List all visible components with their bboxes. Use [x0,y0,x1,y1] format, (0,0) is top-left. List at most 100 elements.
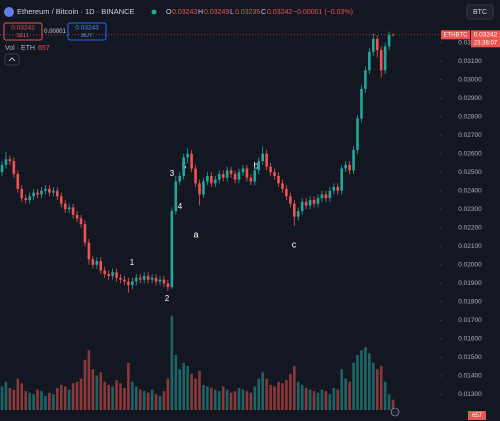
buy-button[interactable] [67,22,107,41]
candle-body [32,192,35,197]
collapse-button[interactable] [4,53,20,66]
candle-body [162,279,166,284]
y-tick-label: 0.01300 [458,391,482,398]
candle-body [194,168,197,184]
candle-body [40,190,43,195]
candle-body [206,175,209,182]
currency[interactable]: BTC [473,9,487,16]
volume-bar [178,369,182,410]
volume-bar [40,391,43,410]
volume-bar [344,378,347,410]
volume-bar [150,389,154,410]
volume-bar [107,384,110,410]
y-tick-label: 0.01600 [458,336,482,343]
candle-body [229,170,233,175]
volume-bar [123,388,126,410]
candle-body [95,261,99,265]
candle-body [210,175,213,184]
volume-bar [158,395,162,410]
y-tick-label: 0.01500 [458,354,482,361]
candle-body [253,170,257,182]
volume-bar [103,381,106,410]
y-tick-label: 0.03100 [458,58,482,65]
candle-body [107,274,110,276]
candle-body [99,261,103,271]
candle-body [91,259,95,265]
candle-body [71,207,75,215]
volume-bar [20,383,24,410]
candle-body [4,159,8,165]
price-tag-box [471,30,500,48]
candle-body [277,175,280,184]
volume-bar [135,386,138,410]
sell-button[interactable] [3,22,43,41]
sell-price[interactable]: 0.03242 [11,25,35,32]
annotation: a [193,229,198,239]
candle-body [150,277,154,280]
volume-bar [4,381,8,410]
buy-label[interactable]: BUY [81,33,93,39]
y-tick-label: 0.03000 [458,76,482,83]
volume-bar [24,391,27,410]
volume-bar [352,362,355,410]
y-tick-label: 0.03200 [458,39,482,46]
candle-body [383,46,387,71]
candle-body [0,164,4,173]
volume-bar [127,362,130,410]
volume-bar [265,378,268,410]
symbol-title[interactable]: Ethereum / Bitcoin · 1D · BINANCE [17,7,135,16]
volume-bar [237,388,241,410]
volume-bar [289,373,292,410]
volume-bar [312,391,316,410]
sell-label[interactable]: SELL [16,33,29,39]
candle-body [387,35,391,47]
candle-body [115,272,118,278]
volume-bar [119,383,122,410]
candle-body [131,281,134,286]
candle-body [63,203,67,210]
scroll-button[interactable] [390,407,400,417]
candle-body [320,194,324,199]
candle-body [75,214,79,219]
annotation: b [253,160,258,170]
candle-body [174,181,178,212]
volume-bar [281,383,284,410]
volume-bar [340,369,343,410]
volume-bar [375,369,379,410]
candle-body [198,183,201,195]
candle-body [237,172,241,180]
y-tick-label: 0.02400 [458,187,482,194]
volume-bar [245,391,249,410]
candle-body [257,161,261,171]
candle-body [289,196,292,204]
volume-bar [194,378,197,410]
collapse-icon[interactable] [8,57,16,62]
volume-bar [131,381,134,410]
candle-body [48,188,51,193]
volume-bar [277,381,280,410]
volume-bar [146,392,150,410]
candle-body [127,281,130,286]
volume-bar [28,392,31,410]
currency-button[interactable] [466,4,494,20]
candle-body [83,224,87,243]
candle-body [135,277,138,282]
annotation: 2 [165,294,170,303]
candle-body [360,88,363,119]
candle-body [186,153,189,158]
volume-bar [52,394,55,410]
candle-body [217,174,221,180]
volume-bar [328,394,332,410]
volume-bar [210,388,213,410]
symbol-tag: ETHBTC [444,32,469,38]
y-tick-label: 0.02700 [458,132,482,139]
candle-body [316,198,320,204]
candle-body [190,153,193,169]
candle-body [344,164,347,169]
ohlc-value: 0.03235 [235,9,260,16]
buy-price[interactable]: 0.03243 [75,25,99,32]
volume-bar [229,392,233,410]
y-tick-label: 0.01800 [458,299,482,306]
